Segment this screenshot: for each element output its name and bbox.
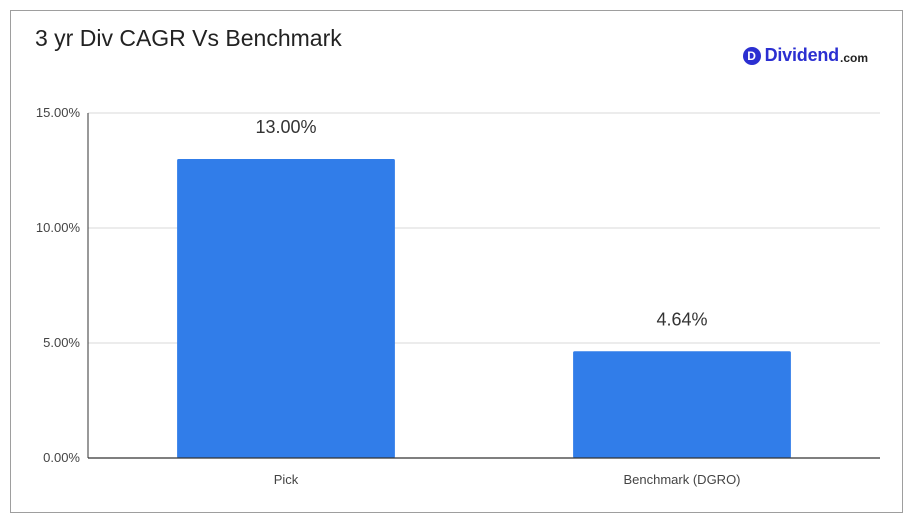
data-label: 4.64%	[656, 309, 707, 329]
data-label: 13.00%	[255, 117, 316, 137]
y-tick-label: 5.00%	[43, 335, 80, 350]
chart-title: 3 yr Div CAGR Vs Benchmark	[35, 25, 342, 51]
bar	[573, 351, 791, 458]
x-tick-label: Benchmark (DGRO)	[623, 472, 740, 487]
y-tick-label: 0.00%	[43, 450, 80, 465]
brand-logo: D Dividend .com	[742, 45, 868, 66]
brand-tld: .com	[839, 50, 868, 65]
bar	[177, 159, 395, 458]
brand-badge-icon: D	[742, 46, 761, 65]
x-tick-label: Pick	[274, 472, 299, 487]
chart-frame: 3 yr Div CAGR Vs Benchmark D Dividend .c…	[10, 10, 903, 513]
brand-name: Dividend	[764, 45, 840, 65]
y-tick-label: 10.00%	[36, 220, 81, 235]
y-tick-label: 15.00%	[36, 105, 81, 120]
